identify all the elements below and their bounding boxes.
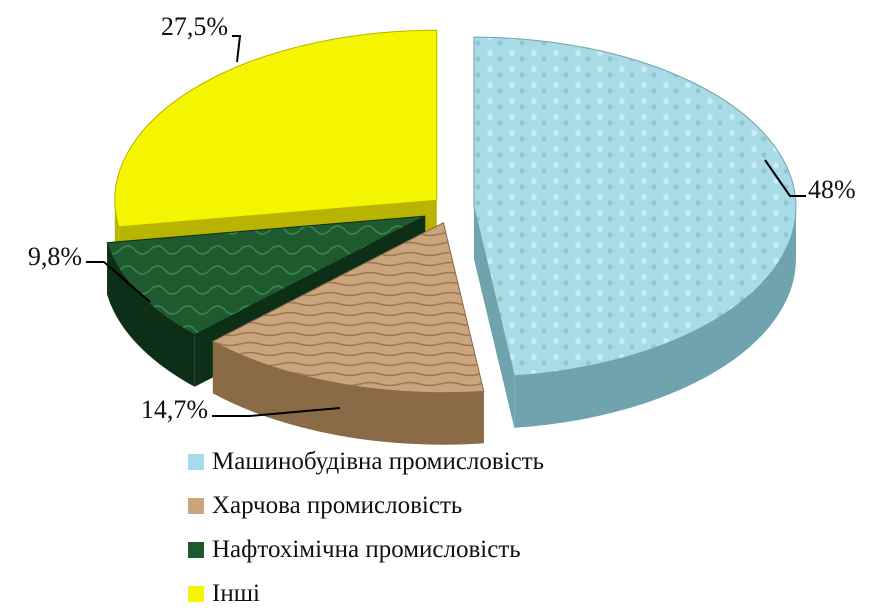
legend-swatch-petrochemical	[188, 542, 204, 558]
legend: Машинобудівна промисловість Харчова пром…	[188, 440, 544, 616]
legend-item: Інші	[188, 572, 544, 616]
legend-swatch-other	[188, 586, 204, 602]
leader-line	[764, 159, 806, 197]
data-label: 48%	[808, 175, 856, 204]
data-label: 9,8%	[28, 242, 82, 271]
data-label: 27,5%	[161, 12, 228, 41]
legend-item: Нафтохімічна промисловість	[188, 528, 544, 572]
legend-label: Нафтохімічна промисловість	[212, 536, 521, 563]
data-label: 14,7%	[141, 395, 208, 424]
legend-item: Харчова промисловість	[188, 484, 544, 528]
legend-label: Машинобудівна промисловість	[212, 448, 545, 475]
legend-label: Харчова промисловість	[212, 492, 463, 519]
legend-swatch-food	[188, 498, 204, 514]
slice-machinebuilding	[473, 36, 797, 428]
legend-item: Машинобудівна промисловість	[188, 440, 544, 484]
legend-swatch-machinebuilding	[188, 454, 204, 470]
slice-food	[211, 221, 485, 445]
leader-line	[86, 261, 151, 303]
legend-label: Інші	[212, 580, 260, 607]
leader-line	[212, 407, 341, 417]
leader-line	[232, 35, 242, 63]
